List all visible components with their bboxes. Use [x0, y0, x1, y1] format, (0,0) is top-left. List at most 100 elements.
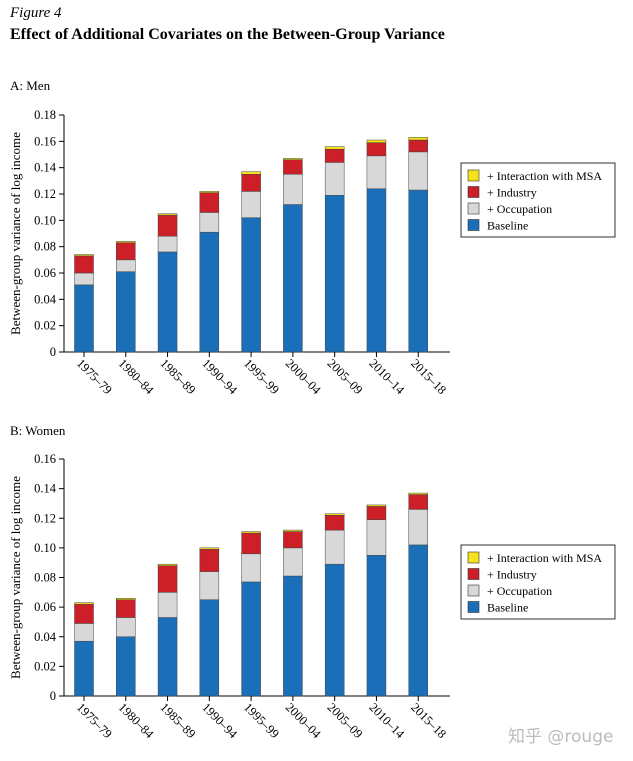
bar-segment-baseline [408, 544, 428, 697]
bar-segment-industry [324, 148, 345, 163]
chart-panel-2: B: Women Between-group variance of log in… [8, 423, 616, 742]
bar-segment-industry [199, 192, 220, 213]
bar-segment-occupation [74, 272, 94, 286]
bar-segment-occupation [116, 259, 136, 272]
legend-swatch-baseline [467, 219, 480, 231]
y-tick-label: 0.06 [34, 600, 56, 614]
bar-segment-occupation [199, 571, 220, 600]
bar-segment-industry [116, 242, 136, 261]
bar-segment-baseline [366, 555, 387, 697]
bar-segment-interaction [74, 254, 94, 257]
x-tick-label: 2015–18 [408, 700, 449, 741]
bar-segment-industry [199, 549, 220, 572]
bar-segment-interaction [157, 563, 178, 566]
bar-segment-occupation [283, 547, 303, 577]
bar-segment-occupation [366, 155, 387, 189]
y-tick-label: 0.02 [34, 319, 56, 333]
bar-segment-interaction [157, 213, 178, 216]
y-tick-label: 0.14 [34, 482, 57, 496]
y-tick-label: 0.08 [34, 240, 56, 254]
bar-segment-industry [241, 174, 261, 192]
legend-swatch-occupation [467, 202, 480, 215]
bar-segment-interaction [74, 602, 94, 605]
x-tick-label: 2005–09 [325, 356, 366, 397]
bar-segment-baseline [157, 617, 178, 697]
y-tick-label: 0 [50, 345, 56, 359]
x-tick-label: 2000–04 [283, 356, 324, 397]
legend-label-baseline: Baseline [487, 219, 528, 233]
bar-segment-baseline [408, 189, 428, 353]
y-tick-label: 0.02 [34, 659, 56, 673]
bar-segment-baseline [283, 575, 303, 697]
bar-segment-occupation [324, 162, 345, 196]
y-tick-label: 0 [50, 689, 56, 703]
bar-segment-industry [241, 532, 261, 555]
bar-segment-industry [283, 159, 303, 175]
y-tick-label: 0.14 [34, 161, 57, 175]
x-tick-label: 1995–99 [241, 356, 282, 397]
legend-box [460, 162, 616, 238]
bar-segment-baseline [324, 195, 345, 353]
bar-segment-industry [408, 494, 428, 510]
bar-segment-interaction [324, 146, 345, 150]
legend-swatch-baseline [467, 601, 480, 613]
legend-swatch-interaction [467, 169, 480, 182]
bar-segment-interaction [199, 191, 220, 193]
bar-segment-interaction [241, 171, 261, 175]
bar-segment-industry [157, 214, 178, 237]
bar-segment-occupation [116, 617, 136, 638]
panel-title: B: Women [10, 423, 66, 438]
legend-swatch-industry [467, 186, 480, 198]
bar-segment-industry [366, 506, 387, 520]
y-tick-label: 0.12 [34, 187, 56, 201]
legend-label-occupation: + Occupation [487, 584, 552, 598]
bar-segment-industry [324, 515, 345, 531]
y-axis-label: Between-group variance of log income [8, 132, 23, 335]
legend-label-industry: + Industry [487, 186, 537, 200]
legend-box [460, 544, 616, 620]
bar-segment-baseline [74, 640, 94, 697]
legend-label-interaction: + Interaction with MSA [487, 551, 602, 565]
legend-swatch-industry [467, 568, 480, 580]
bar-segment-occupation [324, 529, 345, 565]
x-tick-label: 2010–14 [366, 356, 407, 397]
bar-segment-baseline [241, 581, 261, 697]
figure-label: Figure 4 [10, 5, 62, 21]
legend-label-industry: + Industry [487, 568, 537, 582]
bar-segment-interaction [324, 513, 345, 516]
bar-segment-interaction [199, 547, 220, 550]
bar-segment-occupation [157, 235, 178, 253]
bar-segment-occupation [241, 553, 261, 583]
y-tick-label: 0.08 [34, 571, 56, 585]
x-tick-label: 1975–79 [74, 700, 115, 741]
legend-label-occupation: + Occupation [487, 202, 552, 216]
y-tick-label: 0.04 [34, 292, 57, 306]
bar-segment-occupation [408, 151, 428, 191]
bar-segment-baseline [157, 251, 178, 353]
bar-segment-baseline [116, 271, 136, 353]
bar-segment-occupation [157, 592, 178, 618]
bar-segment-occupation [74, 623, 94, 642]
bar-segment-industry [74, 603, 94, 624]
legend-label-interaction: + Interaction with MSA [487, 169, 602, 183]
watermark: 知乎 @rouge [508, 727, 614, 747]
y-tick-label: 0.10 [34, 541, 56, 555]
x-tick-label: 1990–94 [199, 356, 240, 397]
x-tick-label: 1995–99 [241, 700, 282, 741]
chart-panel-1: A: Men Between-group variance of log inco… [8, 78, 616, 398]
legend-label-baseline: Baseline [487, 601, 528, 615]
y-axis-label: Between-group variance of log income [8, 476, 23, 679]
x-tick-label: 1980–84 [116, 356, 157, 397]
bar-segment-industry [157, 565, 178, 593]
y-tick-label: 0.10 [34, 213, 56, 227]
bar-segment-occupation [241, 191, 261, 218]
x-tick-label: 2000–04 [283, 700, 324, 741]
y-tick-label: 0.16 [34, 134, 56, 148]
y-tick-label: 0.04 [34, 630, 57, 644]
y-tick-label: 0.16 [34, 452, 56, 466]
bar-segment-industry [116, 599, 136, 618]
bar-segment-baseline [116, 636, 136, 697]
figure-title: Effect of Additional Covariates on the B… [10, 26, 445, 43]
x-tick-label: 1985–89 [157, 700, 198, 741]
